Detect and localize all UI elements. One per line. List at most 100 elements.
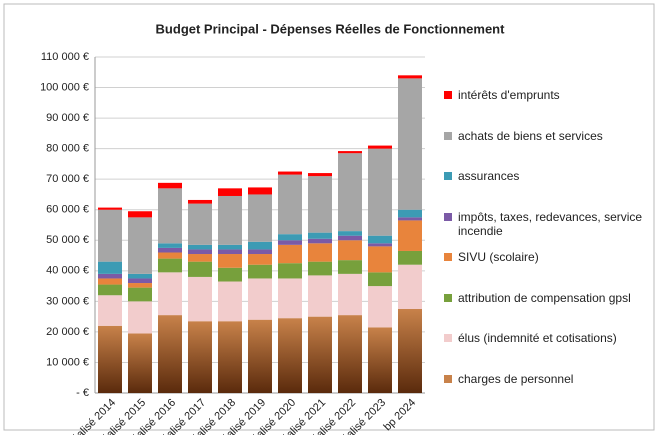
legend-label: assurances	[458, 169, 520, 183]
legend-item: attribution de compensation gpsl	[444, 291, 659, 305]
bar-segment	[158, 182, 182, 189]
bar-segment	[188, 254, 212, 262]
legend-swatch	[444, 334, 452, 342]
bar-segment	[218, 244, 242, 250]
bar-segment	[158, 243, 182, 248]
bar-segment	[398, 78, 422, 210]
bar-segment	[338, 231, 362, 236]
legend-label: élus (indemnité et cotisations)	[458, 331, 617, 345]
bar-segment	[158, 258, 182, 273]
bar-segment	[188, 261, 212, 277]
legend-swatch	[444, 212, 452, 221]
bar-segment	[398, 264, 422, 309]
bar-segment	[158, 252, 182, 259]
bar-segment	[338, 153, 362, 232]
bar-segment	[308, 316, 332, 393]
x-tick-label: bp 2024	[382, 397, 419, 434]
bar-segment	[128, 273, 152, 279]
bar-segment	[98, 284, 122, 296]
bar-segment	[218, 254, 242, 268]
bar-segment	[98, 273, 122, 279]
bar-segment	[158, 315, 182, 393]
bar-segment	[218, 321, 242, 393]
bar-segment	[398, 309, 422, 393]
bar-segment	[128, 283, 152, 288]
bar-segment	[338, 240, 362, 261]
bar-segment	[278, 244, 302, 264]
bar-segment	[158, 188, 182, 244]
y-tick-label: 90 000 €	[46, 112, 89, 124]
bar-segment	[308, 243, 332, 262]
bar-segment	[368, 272, 392, 287]
bar-segment	[398, 75, 422, 79]
bar-segment	[398, 209, 422, 218]
legend-label: SIVU (scolaire)	[458, 250, 539, 264]
bar-segment	[218, 249, 242, 255]
bar-segment	[128, 301, 152, 334]
bar-segment	[278, 318, 302, 393]
bar-segment	[128, 287, 152, 302]
bar-segment	[128, 211, 152, 218]
legend-item: achats de biens et services	[444, 129, 659, 143]
bar-segment	[278, 263, 302, 279]
bar-segment	[188, 321, 212, 393]
bar-segment	[308, 261, 332, 276]
bar-segment	[368, 243, 392, 247]
bar-segment	[218, 281, 242, 322]
bar-segment	[398, 217, 422, 221]
bar-segment	[338, 260, 362, 274]
bar-segment	[248, 278, 272, 320]
bar-segment	[248, 249, 272, 255]
bar-segment	[308, 173, 332, 177]
legend: charges de personnel élus (indemnité et c…	[444, 0, 659, 435]
bar-segment	[188, 203, 212, 245]
bar-segment	[278, 234, 302, 241]
legend-label: achats de biens et services	[458, 128, 603, 143]
bar-segment	[218, 188, 242, 196]
bar-segment	[338, 235, 362, 241]
legend-swatch	[444, 293, 452, 302]
legend-label: charges de personnel	[458, 371, 574, 386]
bar-segment	[278, 278, 302, 319]
bar-segment	[128, 217, 152, 274]
legend-swatch	[444, 374, 452, 383]
bar-segment	[308, 176, 332, 233]
bar-segment	[398, 220, 422, 251]
bar-segment	[368, 327, 392, 393]
legend-swatch	[444, 91, 452, 99]
y-tick-label: 20 000 €	[46, 326, 89, 338]
bar-segment	[98, 278, 122, 285]
legend-item: intérêts d'emprunts	[444, 88, 659, 102]
y-tick-label: - €	[76, 387, 89, 399]
bar-segment	[368, 286, 392, 328]
bar-segment	[308, 232, 332, 239]
bar-segment	[98, 295, 122, 326]
legend-label: intérêts d'emprunts	[458, 88, 560, 102]
legend-swatch	[444, 253, 452, 261]
bar-segment	[338, 151, 362, 154]
y-tick-label: 60 000 €	[46, 204, 89, 216]
bar-segment	[188, 249, 212, 255]
bar-segment	[308, 275, 332, 317]
bar-segment	[248, 264, 272, 279]
legend-item: SIVU (scolaire)	[444, 250, 659, 264]
bar-segment	[368, 246, 392, 273]
legend-swatch	[444, 172, 452, 180]
legend-item: charges de personnel	[444, 372, 659, 386]
chart-border	[3, 3, 655, 431]
bar-segment	[248, 319, 272, 393]
y-tick-label: 10 000 €	[46, 356, 89, 368]
y-tick-label: 100 000 €	[40, 81, 89, 93]
bar-segment	[368, 148, 392, 236]
legend-swatch	[444, 131, 452, 140]
y-tick-label: 50 000 €	[46, 234, 89, 246]
y-tick-label: 80 000 €	[46, 143, 89, 155]
bar-segment	[188, 244, 212, 250]
bar-segment	[248, 241, 272, 250]
bar-segment	[128, 333, 152, 393]
bar-segment	[218, 267, 242, 282]
chart-title: Budget Principal - Dépenses Réelles de F…	[156, 21, 506, 36]
bar-segment	[158, 247, 182, 253]
y-tick-label: 40 000 €	[46, 265, 89, 277]
bar-segment	[128, 278, 152, 284]
